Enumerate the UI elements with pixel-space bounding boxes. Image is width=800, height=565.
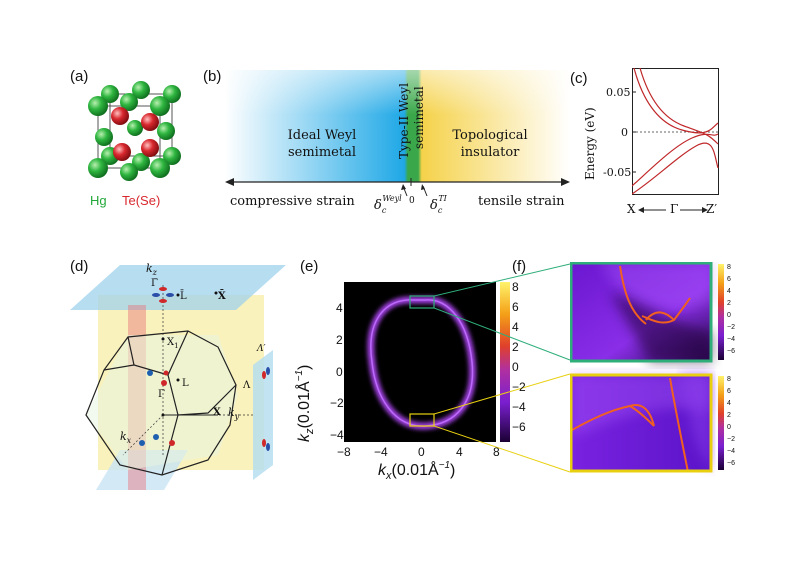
panel-label-e: (e) bbox=[300, 258, 319, 275]
e-colorbar-ticks: 8 6 4 2 0 −2 −4 −6 bbox=[512, 280, 526, 434]
e-zoom-box-top bbox=[409, 295, 435, 309]
e-xtick-1: −4 bbox=[374, 445, 388, 459]
region-topological-insulator: Topological insulator bbox=[452, 128, 528, 160]
e-ytick-2: 0 bbox=[336, 365, 343, 379]
d-ky: ky bbox=[228, 406, 240, 421]
panel-label-d: (d) bbox=[70, 258, 89, 275]
c-xlabel-z: Z′ bbox=[706, 202, 718, 216]
d-x: X bbox=[213, 407, 221, 418]
spectral-map bbox=[344, 282, 510, 442]
brillouin-zone-diagram bbox=[70, 265, 286, 490]
f-frame-bottom bbox=[570, 373, 713, 473]
legend-te-se: Te(Se) bbox=[122, 193, 161, 208]
e-ylabel: kz(0.01Å−1) bbox=[294, 364, 316, 442]
c-ylabel: Energy (eV) bbox=[583, 107, 597, 180]
f-colorbar-bottom bbox=[718, 376, 724, 470]
d-gbar: Γ̄ bbox=[151, 278, 158, 289]
c-xlabel-gamma: Γ bbox=[670, 202, 679, 216]
panel-label-c: (c) bbox=[570, 70, 588, 87]
e-colorbar bbox=[500, 282, 510, 442]
e-xlabel: kx(0.01Å−1) bbox=[378, 460, 456, 482]
e-xtick-4: 8 bbox=[493, 445, 500, 459]
panel-label-a: (a) bbox=[70, 68, 89, 85]
d-x1: X1 bbox=[167, 337, 179, 350]
e-zoom-box-bottom bbox=[409, 413, 435, 427]
c-ytick-1: 0 bbox=[621, 126, 628, 139]
c-xlabel-x: X bbox=[627, 202, 636, 216]
axis-tensile: tensile strain bbox=[478, 194, 565, 209]
d-lambda: Λ bbox=[243, 380, 251, 391]
e-xtick-2: 0 bbox=[418, 445, 425, 459]
e-xtick-3: 4 bbox=[456, 445, 463, 459]
f-colorbar-ticks-bottom: 8 6 4 2 0 −2 −4 −6 bbox=[727, 376, 735, 467]
d-lambda-prime: Λ′ bbox=[257, 344, 266, 354]
legend-hg: Hg bbox=[90, 193, 107, 208]
crystal-structure-illustration bbox=[88, 81, 181, 181]
axis-compressive: compressive strain bbox=[230, 194, 355, 209]
e-ytick-4: −4 bbox=[330, 428, 344, 442]
delta-weyl: δcWeyl bbox=[374, 194, 402, 215]
zoom-connectors bbox=[434, 263, 571, 473]
region-type2-line2: semimetal bbox=[412, 86, 426, 149]
c-k-arrows bbox=[638, 207, 708, 213]
f-colorbar-top bbox=[718, 264, 724, 360]
strain-phase-diagram bbox=[225, 70, 570, 197]
e-ytick-1: 2 bbox=[336, 333, 343, 347]
e-xtick-0: −8 bbox=[337, 445, 351, 459]
f-colorbar-ticks-top: 8 6 4 2 0 −2 −4 −6 bbox=[727, 264, 735, 355]
d-l: L bbox=[182, 378, 189, 389]
d-gamma: Γ bbox=[158, 389, 165, 400]
region-type2-line1: Type-II Weyl bbox=[397, 83, 411, 159]
d-lbar: L̄ bbox=[180, 291, 187, 302]
e-ytick-0: 4 bbox=[336, 301, 343, 315]
band-structure-plot bbox=[632, 68, 719, 195]
delta-ti: δcTI bbox=[430, 194, 447, 215]
f-frame-top bbox=[570, 262, 713, 363]
d-kx: kx bbox=[120, 430, 132, 445]
panel-label-b: (b) bbox=[203, 68, 222, 85]
d-xbar: X̄ bbox=[218, 291, 226, 302]
c-ytick-0: 0.05 bbox=[606, 86, 631, 99]
e-ytick-3: −2 bbox=[330, 396, 344, 410]
c-ytick-2: -0.05 bbox=[603, 166, 632, 179]
d-kz: kz bbox=[146, 262, 157, 277]
panel-label-f: (f) bbox=[512, 258, 527, 275]
zoomed-maps bbox=[570, 262, 724, 473]
region-ideal-weyl: Ideal Weyl semimetal bbox=[287, 128, 357, 160]
tick-zero: 0 bbox=[409, 196, 415, 206]
